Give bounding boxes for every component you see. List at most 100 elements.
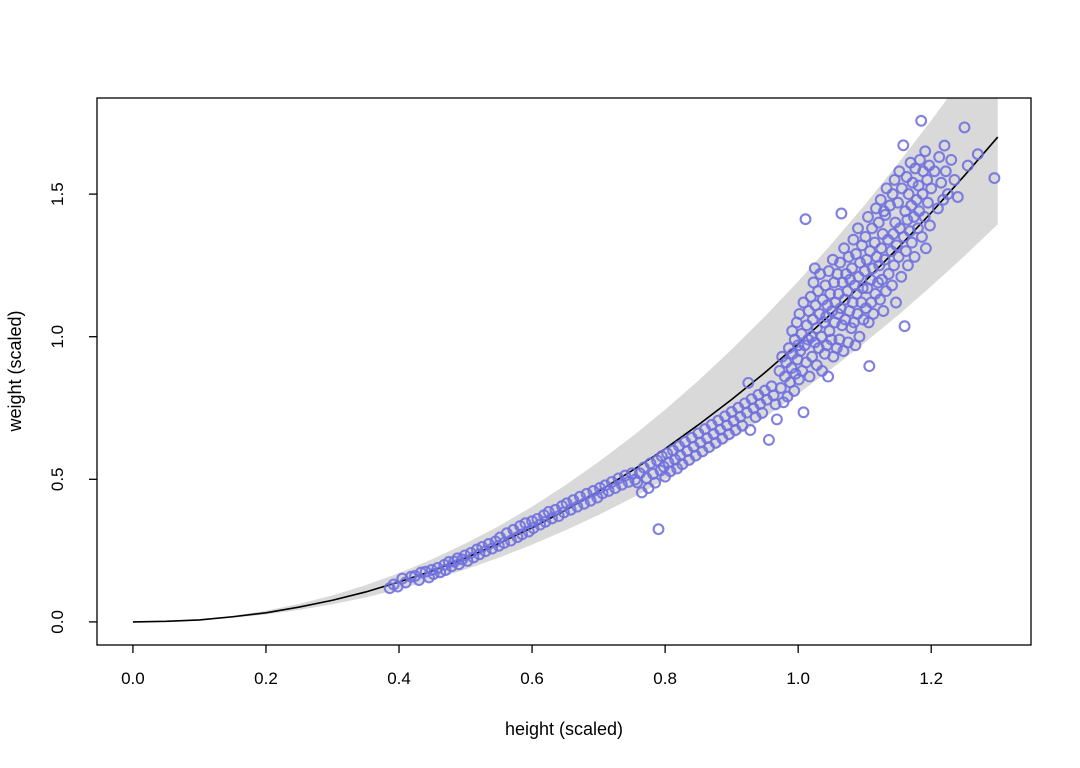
- data-point: [901, 259, 914, 272]
- data-point: [479, 545, 492, 558]
- x-tick-label: 0.4: [387, 669, 411, 688]
- data-point: [504, 534, 517, 547]
- data-point: [939, 165, 952, 178]
- data-point: [770, 413, 783, 426]
- data-point: [874, 193, 887, 206]
- data-point: [916, 188, 929, 201]
- data-point: [938, 139, 951, 152]
- data-point: [921, 196, 934, 209]
- data-point: [802, 333, 815, 346]
- data-point: [897, 139, 910, 152]
- data-point: [644, 457, 657, 470]
- x-tick-label: 0.8: [653, 669, 677, 688]
- data-point: [886, 188, 899, 201]
- y-tick-label: 1.5: [48, 182, 67, 206]
- data-point: [895, 270, 908, 283]
- data-point: [842, 336, 855, 349]
- data-point: [756, 406, 769, 419]
- data-points: [383, 114, 1001, 595]
- data-point: [915, 114, 928, 127]
- data-point: [853, 330, 866, 343]
- data-point: [774, 382, 787, 394]
- data-point: [895, 182, 908, 195]
- data-point: [877, 305, 890, 317]
- data-point: [792, 339, 805, 352]
- data-point: [856, 282, 869, 295]
- data-point: [826, 253, 839, 266]
- data-point: [619, 469, 632, 482]
- data-point: [516, 528, 529, 541]
- y-tick-label: 0.0: [48, 610, 67, 634]
- y-tick-label: 0.5: [48, 467, 67, 491]
- data-point: [825, 333, 838, 346]
- data-point: [831, 268, 844, 280]
- data-point: [908, 250, 921, 263]
- data-point: [834, 256, 847, 269]
- data-point: [649, 476, 662, 489]
- data-point: [842, 250, 855, 263]
- data-point: [948, 173, 961, 186]
- data-point: [913, 153, 926, 166]
- data-point: [905, 236, 918, 249]
- data-point: [892, 196, 904, 209]
- data-point: [788, 384, 801, 397]
- data-point: [803, 370, 816, 383]
- data-point: [847, 233, 860, 246]
- data-point: [878, 253, 891, 266]
- data-point: [863, 360, 876, 373]
- data-point: [822, 370, 835, 383]
- x-tick-label: 0.6: [520, 669, 544, 688]
- data-point: [486, 542, 499, 555]
- plot-box: [96, 97, 1032, 646]
- data-point: [919, 242, 932, 255]
- data-point: [866, 262, 879, 275]
- data-point: [915, 230, 928, 243]
- data-point: [898, 320, 911, 333]
- data-point: [879, 208, 892, 221]
- data-point: [882, 268, 895, 280]
- x-tick-label: 0.0: [121, 669, 145, 688]
- data-point: [835, 207, 848, 220]
- data-point: [901, 213, 914, 226]
- data-point: [961, 159, 974, 172]
- data-point: [862, 210, 874, 223]
- data-point: [744, 424, 757, 436]
- data-point: [866, 222, 878, 235]
- y-tick-label: 1.0: [48, 325, 67, 349]
- data-point: [888, 173, 901, 186]
- data-point: [845, 322, 858, 335]
- data-point: [919, 145, 932, 158]
- data-point: [596, 487, 609, 500]
- data-point: [899, 245, 912, 258]
- data-point: [846, 262, 858, 275]
- data-point: [935, 176, 948, 189]
- data-point: [906, 176, 919, 189]
- data-point: [799, 213, 812, 226]
- x-axis: 0.0 0.2 0.4 0.6 0.8 1.0 1.2: [121, 645, 943, 688]
- y-axis-title: weight (scaled): [5, 310, 25, 432]
- data-point: [824, 287, 837, 300]
- data-point: [945, 153, 958, 166]
- x-tick-label: 0.2: [254, 669, 278, 688]
- x-tick-label: 1.2: [919, 669, 943, 688]
- data-point: [769, 398, 782, 411]
- data-point: [931, 202, 944, 215]
- data-point: [902, 188, 915, 201]
- data-point: [852, 222, 864, 235]
- data-point: [473, 548, 486, 561]
- data-point: [988, 172, 1001, 185]
- y-axis: 0.0 0.5 1.0 1.5: [48, 182, 97, 634]
- x-axis-title: height (scaled): [505, 719, 623, 739]
- data-point: [837, 345, 850, 357]
- data-point: [864, 273, 877, 286]
- data-point: [890, 296, 902, 309]
- data-point: [874, 293, 886, 306]
- data-point: [742, 376, 755, 389]
- data-point: [892, 250, 905, 263]
- data-point: [762, 433, 775, 446]
- data-point: [893, 165, 906, 178]
- data-point: [923, 219, 936, 232]
- data-point: [971, 148, 984, 161]
